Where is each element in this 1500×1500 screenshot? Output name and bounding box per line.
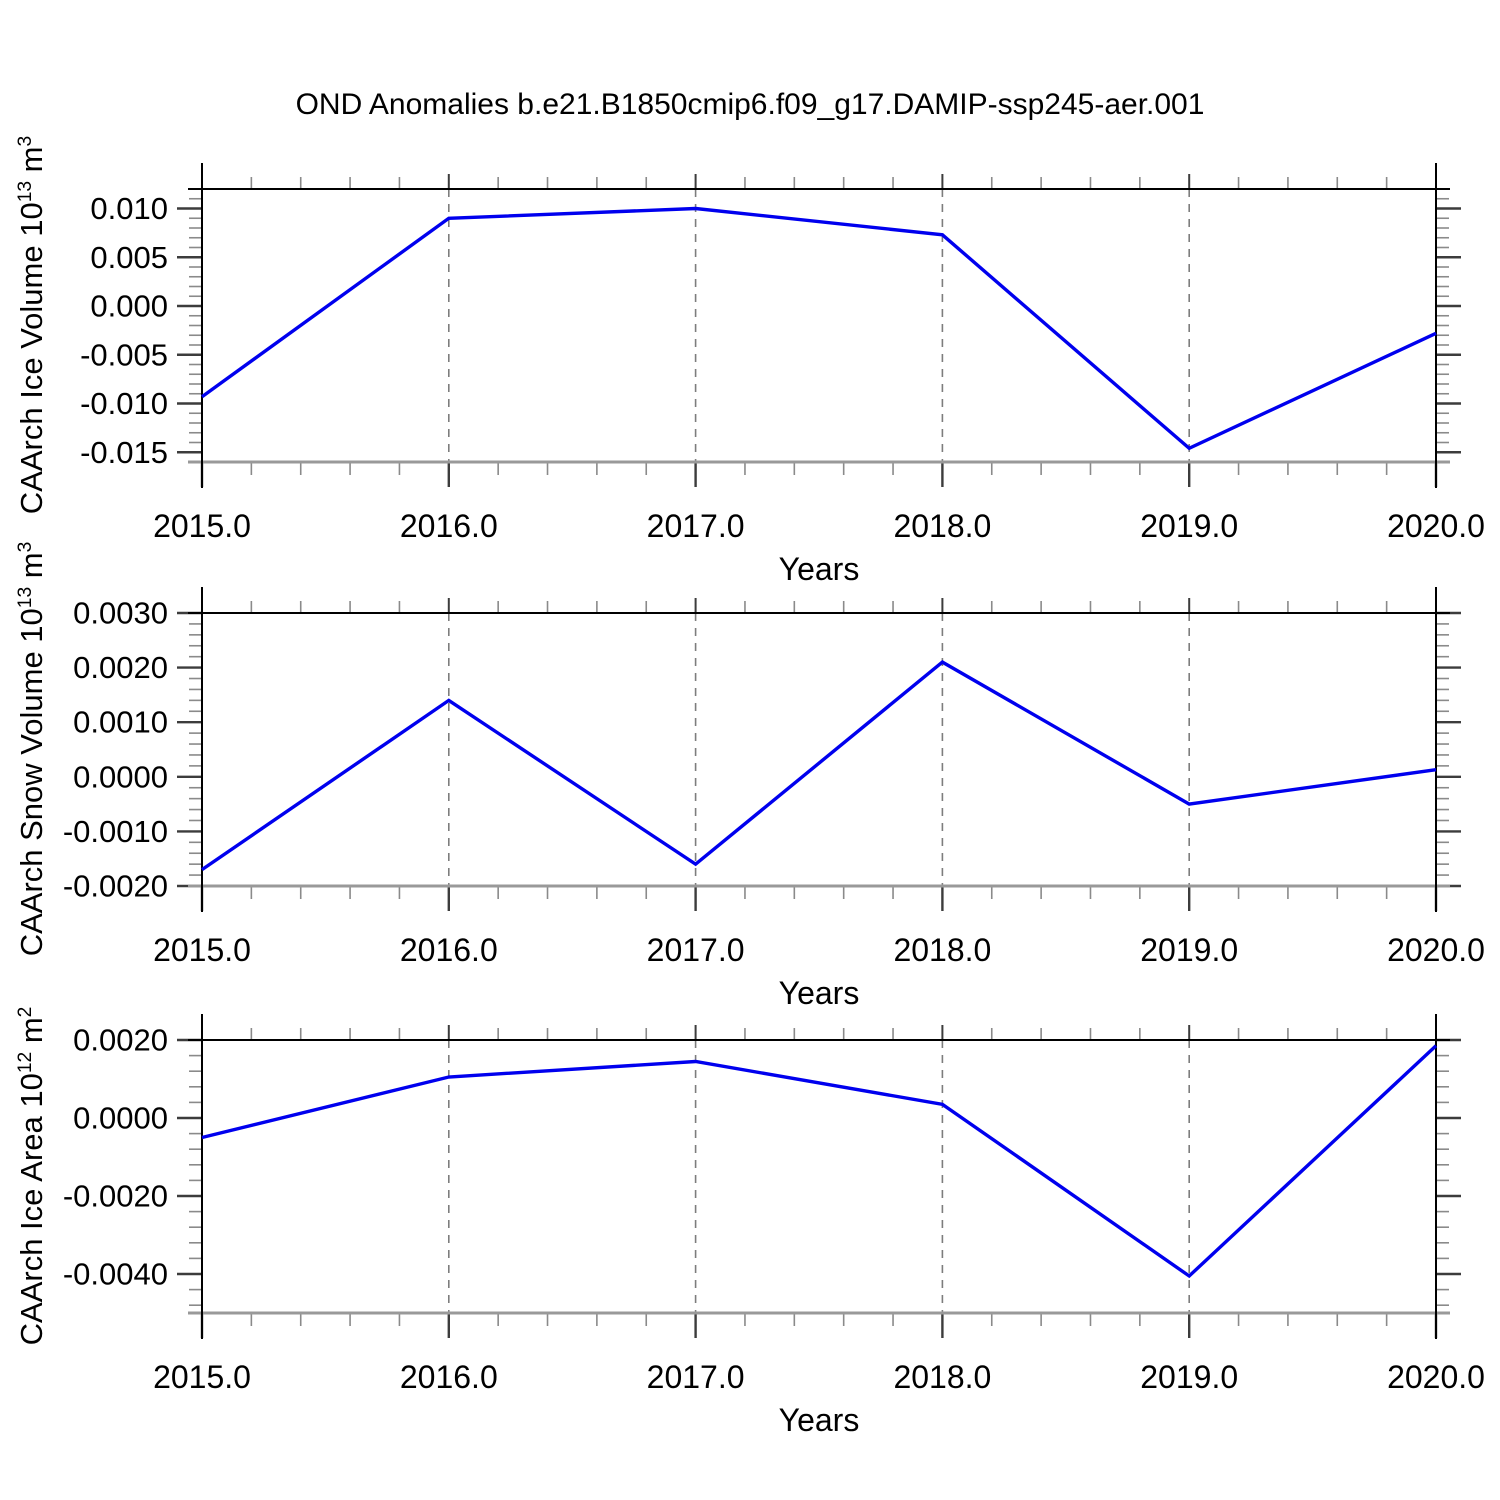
x-tick-label: 2015.0: [153, 508, 251, 544]
y-tick-label: -0.005: [80, 337, 168, 372]
x-tick-label: 2016.0: [400, 1359, 498, 1395]
ylabel-superscript: 13: [15, 586, 37, 609]
data-line-ice-volume: [201, 206, 1437, 451]
panel-ice-area: 0.0020 0.0000 -0.0020 -0.0040 2015.0 2016.0 20…: [63, 1014, 1485, 1438]
y-tick-label: 0.0000: [73, 759, 168, 794]
ylabel-superscript: 2: [15, 1006, 37, 1018]
panel-snow-volume: 0.0030 0.0020 0.0010 0.0000 -0.0010 -0.0020 20…: [63, 587, 1485, 1011]
ylabel-text: CAArch Snow Volume 10: [14, 608, 49, 957]
x-tick-label: 2015.0: [153, 932, 251, 968]
data-line-ice-area: [201, 1044, 1438, 1279]
ylabel-superscript: 3: [15, 541, 37, 553]
x-tick-label: 2019.0: [1140, 1359, 1238, 1395]
y-axis-label-ice-area: CAArch Ice Area 1012 m2: [14, 1007, 50, 1346]
x-tick-label: 2017.0: [647, 1359, 745, 1395]
chart-title: OND Anomalies b.e21.B1850cmip6.f09_g17.D…: [295, 88, 1205, 121]
ylabel-superscript: 13: [15, 180, 37, 203]
y-tick-label: 0.0020: [73, 1023, 168, 1058]
x-tick-label: 2017.0: [647, 932, 745, 968]
x-tick-label: 2019.0: [1140, 508, 1238, 544]
y-axis-label-ice-volume: CAArch Ice Volume 1013 m3: [14, 136, 50, 514]
y-axis-label-snow-volume: CAArch Snow Volume 1013 m3: [14, 542, 50, 957]
ylabel-superscript: 12: [15, 1051, 37, 1074]
x-tick-label: 2020.0: [1387, 1359, 1485, 1395]
y-tick-label: 0.0020: [73, 650, 168, 685]
data-line-snow-volume: [201, 660, 1437, 872]
x-tick-label: 2018.0: [893, 1359, 991, 1395]
ylabel-text: m: [14, 1017, 49, 1052]
x-tick-label: 2020.0: [1387, 932, 1485, 968]
x-tick-label: 2019.0: [1140, 932, 1238, 968]
y-tick-label: -0.0040: [63, 1257, 168, 1292]
x-axis-title: Years: [779, 1402, 860, 1438]
y-tick-label: -0.015: [80, 435, 168, 470]
x-tick-label: 2015.0: [153, 1359, 251, 1395]
y-tick-label: 0.005: [90, 240, 168, 275]
y-tick-label: 0.0000: [73, 1101, 168, 1136]
y-tick-label: 0.0030: [73, 596, 168, 631]
ylabel-text: m: [14, 146, 49, 181]
panel-ice-volume: 0.010 0.005 0.000 -0.005 -0.010 -0.015 2015.0 2…: [80, 163, 1485, 587]
y-tick-label: -0.0020: [63, 869, 168, 904]
y-tick-label: -0.0020: [63, 1179, 168, 1214]
y-tick-label: 0.000: [90, 289, 168, 324]
y-tick-label: -0.0010: [63, 814, 168, 849]
ylabel-superscript: 3: [15, 135, 37, 147]
ylabel-text: m: [14, 552, 49, 587]
x-tick-label: 2016.0: [400, 508, 498, 544]
x-tick-label: 2018.0: [893, 932, 991, 968]
y-tick-label: 0.0010: [73, 705, 168, 740]
y-tick-label: 0.010: [90, 191, 168, 226]
y-tick-label: -0.010: [80, 386, 168, 421]
x-tick-label: 2016.0: [400, 932, 498, 968]
ylabel-text: CAArch Ice Area 10: [14, 1073, 49, 1346]
x-axis-title: Years: [779, 551, 860, 587]
x-tick-label: 2020.0: [1387, 508, 1485, 544]
x-axis-title: Years: [779, 975, 860, 1011]
x-tick-label: 2018.0: [893, 508, 991, 544]
x-tick-label: 2017.0: [647, 508, 745, 544]
ylabel-text: CAArch Ice Volume 10: [14, 202, 49, 515]
